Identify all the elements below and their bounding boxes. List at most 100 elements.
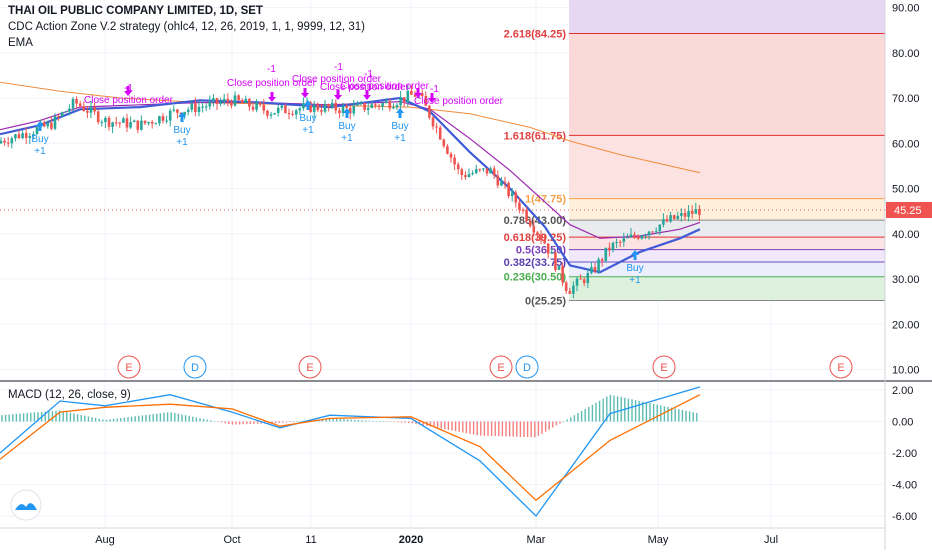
event-badge-label: E: [497, 362, 504, 374]
candle-body: [456, 164, 460, 170]
macd-histogram-bar: [606, 396, 608, 422]
macd-histogram-bar: [472, 421, 475, 435]
tradingview-logo[interactable]: [10, 489, 42, 521]
fib-label: 1(47.75): [525, 194, 566, 206]
candle-body: [107, 117, 111, 127]
macd-histogram-bar: [638, 400, 640, 422]
event-badge-label: E: [660, 362, 667, 374]
candle-body: [237, 95, 240, 101]
event-badge: [829, 355, 853, 379]
macd-histogram-bar: [343, 419, 345, 422]
candle-body: [345, 106, 348, 108]
candle-body: [93, 106, 96, 112]
macd-histogram-bar: [174, 413, 176, 422]
candle-body: [420, 93, 424, 96]
macd-histogram-bar: [577, 413, 579, 422]
candle-body: [150, 121, 154, 124]
buy-label: Buy: [299, 113, 316, 124]
macd-histogram-bar: [573, 415, 576, 422]
macd-histogram-bar: [379, 421, 381, 422]
macd-histogram-bar: [253, 421, 255, 424]
macd-histogram-bar: [30, 412, 32, 422]
candle-body: [366, 108, 370, 110]
candle-body: [435, 126, 438, 128]
fib-label: 0(25.25): [525, 295, 566, 307]
event-badge-label: E: [125, 362, 132, 374]
candle-body: [280, 105, 284, 108]
buy-count: +1: [34, 146, 46, 157]
macd-histogram-bar: [436, 421, 439, 428]
candle-body: [161, 116, 165, 121]
event-badge: [298, 355, 322, 379]
current-price-badge: [886, 201, 932, 218]
macd-histogram-bar: [12, 414, 14, 422]
candle-body: [694, 208, 698, 214]
price-tick-label: 50.00: [892, 184, 920, 196]
sell-arrow-icon: [334, 90, 342, 100]
macd-histogram-bar: [274, 421, 277, 424]
close-position-label: Close position order: [414, 96, 504, 107]
signal-line: [0, 394, 701, 502]
candle-body: [680, 212, 683, 216]
candle-body: [492, 168, 496, 176]
macd-histogram-bar: [145, 414, 147, 422]
price-tick-label: 40.00: [892, 229, 920, 241]
price-tick-label: 10.00: [892, 365, 920, 377]
price-tick-label: 20.00: [892, 319, 920, 331]
macd-histogram-bar: [350, 419, 352, 422]
candle-body: [348, 107, 352, 114]
candle-body: [262, 104, 266, 111]
candle-body: [654, 231, 658, 233]
candle-body: [687, 210, 690, 217]
macd-histogram-bar: [195, 417, 198, 422]
candle-body: [658, 224, 662, 232]
candle-body: [176, 109, 179, 113]
candle-body: [57, 116, 60, 118]
candle-body: [356, 103, 359, 106]
candle-body: [572, 285, 575, 294]
candle-body: [219, 101, 222, 104]
candle-body: [129, 122, 132, 128]
macd-histogram-bar: [134, 416, 136, 422]
macd-histogram-bar: [508, 421, 511, 437]
macd-histogram-bar: [652, 403, 655, 422]
candle-body: [132, 120, 136, 123]
candle-body: [532, 226, 536, 233]
macd-histogram-bar: [537, 421, 540, 436]
macd-histogram-bar: [282, 421, 284, 423]
macd-histogram-bar: [400, 421, 403, 423]
candle-body: [42, 122, 46, 127]
price-tick-label: 80.00: [892, 48, 920, 60]
candle-body: [546, 243, 550, 254]
candle-body: [593, 267, 597, 272]
macd-histogram-bar: [620, 397, 622, 422]
macd-histogram-bar: [246, 421, 248, 425]
macd-histogram-bar: [120, 418, 122, 422]
macd-histogram-bar: [411, 421, 414, 424]
candle-body: [28, 136, 32, 138]
candle-body: [154, 123, 158, 125]
macd-histogram-bar: [55, 410, 57, 422]
macd-histogram-bar: [300, 421, 302, 422]
current-price-label: 45.25: [894, 205, 922, 217]
fib-label: 0.236(30.50): [504, 272, 567, 284]
buy-count: +1: [341, 133, 353, 144]
candle-body: [564, 282, 568, 292]
macd-histogram-bar: [354, 419, 356, 422]
macd-histogram-bar: [454, 421, 457, 432]
candle-body: [186, 109, 190, 112]
candle-body: [14, 134, 17, 139]
candle-body: [600, 259, 604, 261]
candle-body: [467, 174, 471, 177]
fib-zone: [569, 262, 885, 277]
macd-histogram-bar: [505, 421, 507, 437]
candle-body: [554, 252, 557, 270]
macd-histogram-bar: [76, 414, 79, 422]
candle-body: [539, 234, 543, 241]
macd-histogram-bar: [562, 421, 565, 422]
macd-histogram-bar: [339, 418, 342, 422]
macd-histogram-bar: [649, 403, 651, 422]
candle-body: [352, 105, 356, 114]
